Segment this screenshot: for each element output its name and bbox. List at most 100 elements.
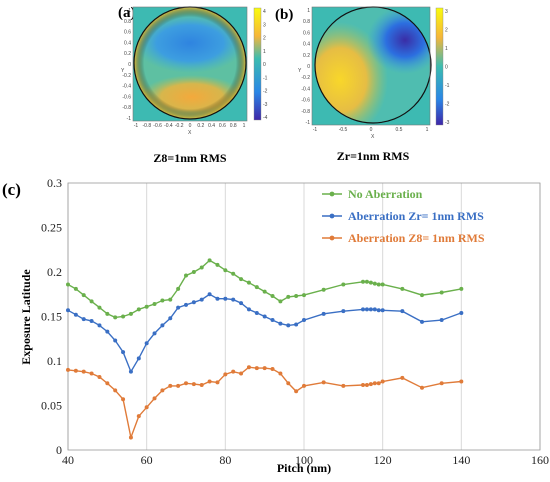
mini-x-tick-label: -1 xyxy=(313,127,318,133)
panel-b-x-ticks: -1 -0.5 0 0.5 1 xyxy=(313,127,429,133)
data-point xyxy=(420,319,424,324)
panel-b: (b) 10.80.60.40.20-0.2-0.4-0.6-0.8-1 -1-… xyxy=(275,6,450,163)
data-point xyxy=(97,305,102,310)
data-point xyxy=(400,286,405,291)
panel-b-y-ticks: 1 0.8 0.6 0.4 0.2 0 -0.2 -0.4 -0.6 -0.8 -1 xyxy=(301,8,310,126)
data-point xyxy=(105,329,110,334)
data-point xyxy=(294,322,299,327)
data-point xyxy=(278,299,283,304)
data-point xyxy=(341,282,346,287)
data-point xyxy=(207,292,212,297)
mini-y-tick-label: -0.4 xyxy=(122,84,131,90)
data-point xyxy=(364,383,369,388)
colorbar-tick-label: -3 xyxy=(263,102,268,108)
data-point xyxy=(420,293,424,298)
data-point xyxy=(128,369,133,374)
data-point xyxy=(215,262,220,267)
colorbar-tick-label: 2 xyxy=(445,28,448,34)
x-tick-label: 80 xyxy=(219,453,231,467)
data-point xyxy=(361,383,365,388)
panel-a-caption: Z8=1nm RMS xyxy=(153,151,227,165)
data-point xyxy=(199,297,204,302)
chart-x-tick-labels: 40 60 80 100 120 140 160 xyxy=(62,453,549,467)
panel-a-colorbar-ticks: 4 3 2 1 0 -1 -2 -3 -4 xyxy=(263,9,268,121)
panel-a-frame xyxy=(132,6,248,122)
data-point xyxy=(152,396,157,401)
mini-x-tick-label: 0.2 xyxy=(197,123,204,129)
legend-label: Aberration Z8= 1nm RMS xyxy=(348,231,485,245)
data-point xyxy=(400,309,405,314)
data-point xyxy=(420,385,424,390)
mini-x-tick-label: 0.8 xyxy=(230,123,237,129)
chart-y-tick-labels: 0 0.05 0.1 0.15 0.2 0.25 0.3 xyxy=(41,176,62,457)
data-point xyxy=(128,311,133,316)
colorbar-tick-label: -2 xyxy=(445,102,450,108)
data-point xyxy=(81,293,86,298)
mini-x-tick-label: -0.8 xyxy=(142,123,151,129)
mini-y-tick-label: -0.8 xyxy=(122,105,131,111)
mini-y-tick-label: 1 xyxy=(307,8,310,14)
panel-a-label: (a) xyxy=(118,5,136,21)
data-point xyxy=(176,383,181,388)
data-point xyxy=(239,277,244,282)
data-point xyxy=(160,298,165,303)
data-point xyxy=(160,323,165,328)
data-point xyxy=(341,309,346,314)
mini-x-tick-label: 0.4 xyxy=(208,123,215,129)
data-point xyxy=(207,379,212,384)
colorbar-tick-label: 3 xyxy=(263,22,266,28)
series-2 xyxy=(66,292,464,374)
mini-x-tick-label: -0.2 xyxy=(175,123,184,129)
data-point xyxy=(89,318,94,323)
mini-y-tick-label: 0.2 xyxy=(303,53,310,59)
mini-y-tick-label: 0 xyxy=(128,62,131,68)
colorbar-tick-label: -1 xyxy=(263,75,268,81)
mini-y-tick-label: 0.6 xyxy=(303,30,310,36)
x-tick-label: 160 xyxy=(531,453,549,467)
legend-label: No Aberration xyxy=(348,187,423,201)
data-point xyxy=(439,290,444,295)
data-point xyxy=(191,300,196,305)
colorbar-tick-label: -4 xyxy=(263,115,268,121)
panel-a-heatmap xyxy=(134,7,246,119)
mini-y-tick-label: 0.6 xyxy=(124,30,131,36)
mini-x-tick-label: -1 xyxy=(134,123,139,129)
panel-a-x-ticks: -1 -0.8 -0.6 -0.4 -0.2 0 0.2 0.4 0.6 0.8 1 xyxy=(134,123,246,129)
x-tick-label: 120 xyxy=(374,453,392,467)
data-point xyxy=(199,383,204,388)
data-point xyxy=(270,318,275,323)
data-point xyxy=(321,287,326,292)
data-point xyxy=(376,308,381,313)
colorbar-tick-label: 0 xyxy=(445,65,448,71)
x-tick-label: 60 xyxy=(141,453,153,467)
colorbar-tick-label: 0 xyxy=(263,62,266,68)
data-point xyxy=(361,307,365,312)
y-tick-label: 0.1 xyxy=(47,354,62,368)
data-point xyxy=(294,389,299,394)
data-point xyxy=(278,321,283,326)
data-point xyxy=(121,314,126,319)
legend-swatch-marker xyxy=(329,235,335,241)
series-3 xyxy=(66,365,464,441)
panel-a-y-label: Y xyxy=(121,68,125,74)
mini-y-tick-label: 0.4 xyxy=(303,42,310,48)
x-tick-label: 140 xyxy=(452,453,470,467)
mini-y-tick-label: -1 xyxy=(127,116,132,122)
colorbar-tick-label: 1 xyxy=(263,49,266,55)
series-line xyxy=(67,293,462,374)
data-point xyxy=(376,282,381,287)
data-point xyxy=(191,382,196,387)
panel-b-colorbar xyxy=(435,7,444,126)
mini-x-tick-label: 0 xyxy=(370,127,373,133)
data-point xyxy=(254,366,259,371)
mini-y-tick-label: 1 xyxy=(128,8,131,14)
colorbar-tick-label: -1 xyxy=(445,83,450,89)
data-point xyxy=(207,258,212,263)
data-point xyxy=(184,273,188,278)
series-1 xyxy=(66,258,464,320)
legend-label: Aberration Zr= 1nm RMS xyxy=(348,209,484,223)
legend-item: Aberration Z8= 1nm RMS xyxy=(322,231,485,245)
data-point xyxy=(254,310,259,315)
mini-y-tick-label: 0.4 xyxy=(124,40,131,46)
data-point xyxy=(160,388,165,393)
